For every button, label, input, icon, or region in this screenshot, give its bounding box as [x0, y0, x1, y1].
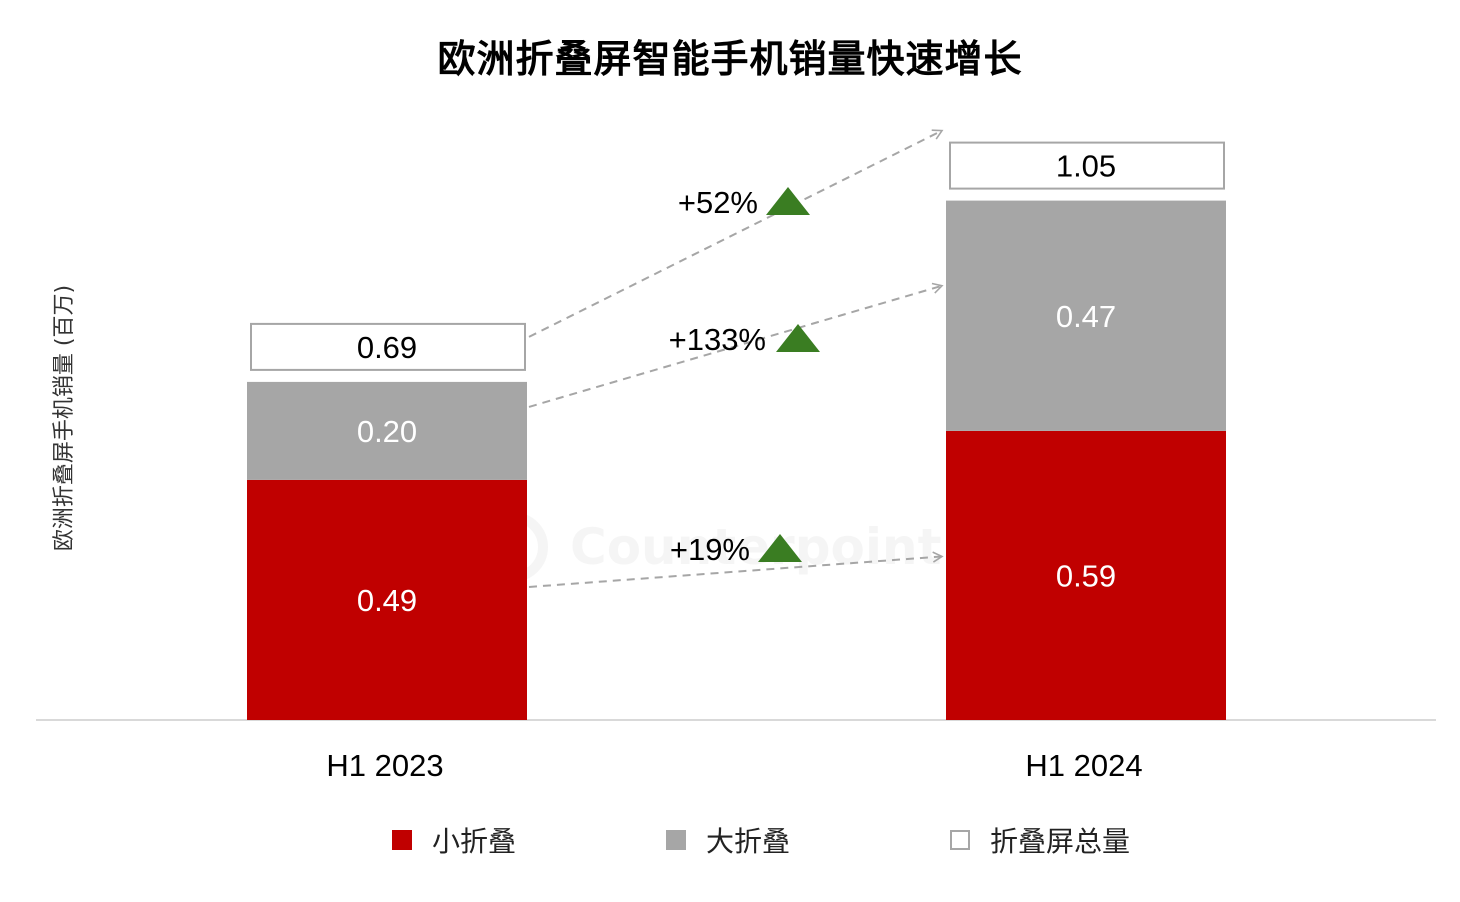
x-tick-label-1: H1 2024: [1025, 748, 1142, 783]
data-label-small-fold-1: 0.59: [1056, 558, 1116, 593]
data-label-small-fold-0: 0.49: [357, 583, 417, 618]
growth-up-triangle-icon-1: [776, 324, 820, 352]
bar-small-fold-1: [946, 430, 1226, 720]
legend-swatch-large-fold: [666, 830, 686, 850]
legend-label-small-fold: 小折叠: [432, 825, 517, 858]
growth-up-triangle-icon-0: [758, 534, 802, 562]
data-label-large-fold-0: 0.20: [357, 414, 417, 449]
legend-item-small-fold: 小折叠: [392, 820, 516, 860]
legend-label-total: 折叠屏总量: [990, 825, 1131, 858]
bar-large-fold-0: [247, 381, 527, 480]
growth-arrow-1: [528, 282, 944, 408]
total-box-0: [250, 322, 526, 371]
legend-swatch-total: [950, 830, 970, 850]
bar-small-fold-0: [247, 479, 527, 720]
legend: 小折叠 大折叠 折叠屏总量: [0, 812, 1460, 862]
total-label-1: 1.05: [1056, 149, 1116, 184]
growth-label-2: +52%: [678, 185, 758, 220]
x-tick-label-0: H1 2023: [326, 748, 443, 783]
growth-arrow-2: [528, 129, 944, 338]
data-label-large-fold-1: 0.47: [1056, 299, 1116, 334]
growth-up-triangle-icon-2: [766, 187, 810, 215]
legend-item-large-fold: 大折叠: [666, 820, 790, 860]
chart-title: 欧洲折叠屏智能手机销量快速增长: [437, 37, 1023, 81]
total-label-0: 0.69: [357, 330, 417, 365]
growth-label-1: +133%: [669, 322, 766, 357]
growth-label-0: +19%: [670, 532, 750, 567]
legend-label-large-fold: 大折叠: [706, 825, 791, 858]
legend-item-total: 折叠屏总量: [950, 820, 1130, 860]
plot-area: 0.49 0.20 0.69 H1 2023 0.59 0.47 1.05 H1 2024 +1…: [36, 129, 1436, 783]
total-box-1: [949, 141, 1225, 190]
bar-large-fold-1: [946, 200, 1226, 431]
legend-swatch-small-fold: [392, 830, 412, 850]
